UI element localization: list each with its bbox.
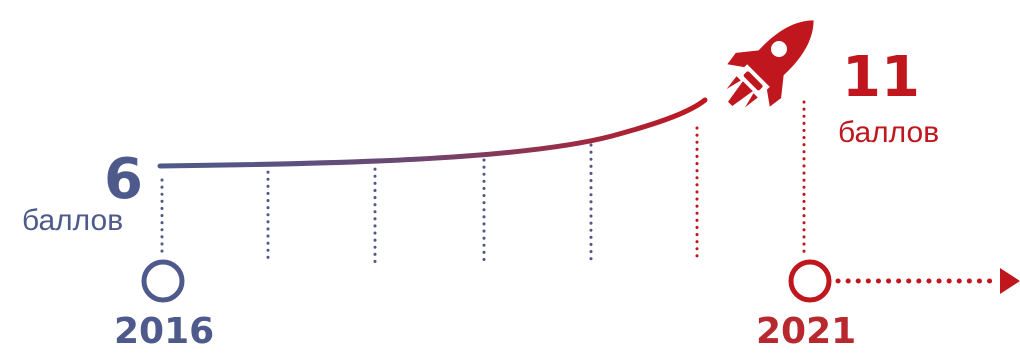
timeline-marker-2016	[141, 259, 185, 303]
guide-lines	[160, 100, 806, 264]
end-value: 11	[842, 45, 920, 110]
start-year: 2016	[114, 311, 215, 352]
start-unit: баллов	[22, 204, 124, 237]
end-unit: баллов	[838, 116, 940, 149]
arrow-right-icon	[835, 268, 1020, 294]
rocket-icon	[726, 20, 814, 108]
timeline-marker-2021	[788, 259, 832, 303]
growth-curve	[157, 97, 708, 169]
end-year: 2021	[756, 311, 857, 352]
start-value: 6	[104, 147, 143, 212]
